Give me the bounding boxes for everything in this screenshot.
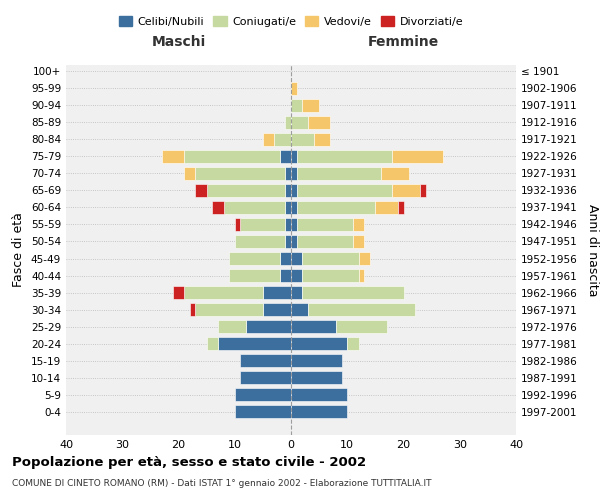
Bar xyxy=(421,184,426,197)
Bar xyxy=(308,303,415,316)
Bar xyxy=(274,133,291,145)
Bar xyxy=(398,201,404,214)
Legend: Celibi/Nubili, Coniugati/e, Vedovi/e, Divorziati/e: Celibi/Nubili, Coniugati/e, Vedovi/e, Di… xyxy=(115,12,467,31)
Bar xyxy=(241,372,291,384)
Bar xyxy=(196,303,263,316)
Bar xyxy=(291,235,296,248)
Bar xyxy=(392,150,443,162)
Bar xyxy=(353,218,364,231)
Bar xyxy=(286,184,291,197)
Bar xyxy=(291,116,308,128)
Bar xyxy=(296,235,353,248)
Bar xyxy=(218,338,291,350)
Bar xyxy=(291,320,336,333)
Bar xyxy=(291,133,314,145)
Bar xyxy=(291,150,296,162)
Bar xyxy=(314,133,331,145)
Y-axis label: Fasce di età: Fasce di età xyxy=(13,212,25,288)
Bar xyxy=(241,218,286,231)
Bar xyxy=(241,354,291,367)
Bar xyxy=(286,167,291,179)
Bar xyxy=(291,99,302,112)
Bar xyxy=(291,201,296,214)
Bar xyxy=(223,201,286,214)
Bar xyxy=(296,167,381,179)
Bar xyxy=(291,167,296,179)
Bar xyxy=(291,338,347,350)
Bar xyxy=(302,99,319,112)
Bar xyxy=(381,167,409,179)
Bar xyxy=(291,406,347,418)
Bar xyxy=(291,82,296,94)
Bar xyxy=(291,184,296,197)
Bar xyxy=(286,201,291,214)
Bar xyxy=(286,218,291,231)
Bar xyxy=(376,201,398,214)
Bar xyxy=(206,184,286,197)
Bar xyxy=(235,218,241,231)
Bar xyxy=(302,269,359,282)
Bar xyxy=(336,320,386,333)
Bar xyxy=(308,116,331,128)
Bar xyxy=(184,150,280,162)
Bar xyxy=(296,218,353,231)
Bar xyxy=(263,133,274,145)
Bar xyxy=(206,338,218,350)
Bar xyxy=(235,406,291,418)
Text: Popolazione per età, sesso e stato civile - 2002: Popolazione per età, sesso e stato civil… xyxy=(12,456,366,469)
Bar xyxy=(218,320,246,333)
Bar xyxy=(359,252,370,265)
Bar xyxy=(184,286,263,299)
Bar xyxy=(212,201,223,214)
Text: Femmine: Femmine xyxy=(368,35,439,49)
Bar xyxy=(291,303,308,316)
Bar xyxy=(291,218,296,231)
Bar xyxy=(235,388,291,401)
Bar xyxy=(235,235,286,248)
Bar xyxy=(302,286,404,299)
Bar xyxy=(296,184,392,197)
Bar xyxy=(246,320,291,333)
Bar xyxy=(190,303,196,316)
Bar xyxy=(302,252,359,265)
Bar xyxy=(184,167,196,179)
Bar xyxy=(359,269,364,282)
Y-axis label: Anni di nascita: Anni di nascita xyxy=(586,204,599,296)
Bar xyxy=(280,150,291,162)
Bar xyxy=(263,303,291,316)
Bar xyxy=(280,269,291,282)
Bar xyxy=(296,201,376,214)
Bar xyxy=(291,372,341,384)
Bar xyxy=(161,150,184,162)
Text: Maschi: Maschi xyxy=(151,35,206,49)
Bar xyxy=(291,388,347,401)
Bar xyxy=(296,150,392,162)
Bar xyxy=(280,252,291,265)
Bar xyxy=(263,286,291,299)
Bar xyxy=(229,252,280,265)
Bar xyxy=(196,167,286,179)
Bar xyxy=(291,252,302,265)
Bar xyxy=(347,338,359,350)
Bar xyxy=(392,184,421,197)
Bar xyxy=(291,354,341,367)
Bar xyxy=(196,184,206,197)
Bar xyxy=(286,116,291,128)
Bar xyxy=(229,269,280,282)
Bar xyxy=(291,286,302,299)
Text: COMUNE DI CINETO ROMANO (RM) - Dati ISTAT 1° gennaio 2002 - Elaborazione TUTTITA: COMUNE DI CINETO ROMANO (RM) - Dati ISTA… xyxy=(12,479,431,488)
Bar xyxy=(291,269,302,282)
Bar xyxy=(353,235,364,248)
Bar xyxy=(173,286,184,299)
Bar xyxy=(286,235,291,248)
